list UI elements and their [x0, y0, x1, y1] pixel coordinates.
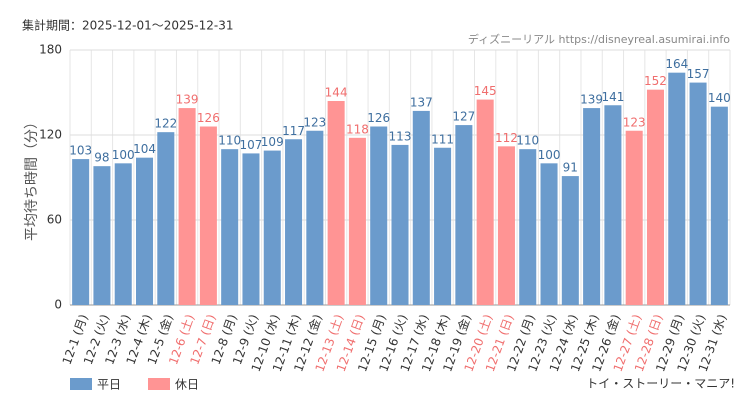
- bar: [242, 153, 260, 305]
- value-label: 123: [623, 115, 646, 129]
- bar: [199, 126, 217, 305]
- bar: [710, 106, 728, 306]
- bar: [519, 149, 537, 305]
- value-label: 107: [240, 138, 263, 152]
- value-label: 127: [452, 110, 475, 124]
- value-label: 111: [431, 132, 454, 146]
- bar: [604, 105, 622, 305]
- value-label: 118: [346, 122, 369, 136]
- bar: [561, 176, 579, 305]
- value-label: 91: [563, 161, 578, 175]
- value-label: 139: [176, 93, 199, 107]
- bar: [348, 137, 366, 305]
- legend-label: 休日: [175, 378, 199, 392]
- bar: [434, 147, 452, 305]
- value-label: 140: [708, 91, 731, 105]
- value-label: 104: [133, 142, 156, 156]
- y-tick-label: 120: [39, 128, 62, 142]
- bar: [476, 99, 494, 305]
- legend-label: 平日: [97, 378, 121, 392]
- value-label: 123: [303, 115, 326, 129]
- bar: [412, 110, 430, 306]
- bar: [306, 130, 324, 305]
- bar: [583, 108, 601, 305]
- bar: [646, 89, 664, 306]
- y-tick-label: 0: [54, 298, 62, 312]
- bar: [114, 163, 132, 305]
- bar: [72, 159, 90, 305]
- bar: [668, 72, 686, 306]
- bar: [391, 144, 409, 305]
- bar: [285, 139, 303, 305]
- bar: [221, 149, 239, 305]
- value-label: 103: [69, 144, 92, 158]
- value-label: 109: [261, 135, 284, 149]
- value-label: 110: [516, 134, 539, 148]
- value-label: 164: [665, 57, 688, 71]
- value-label: 100: [112, 148, 135, 162]
- value-label: 126: [367, 111, 390, 125]
- bar: [327, 101, 345, 305]
- bar: [455, 125, 473, 305]
- value-label: 157: [687, 67, 710, 81]
- bar: [157, 132, 175, 305]
- value-label: 141: [601, 90, 624, 104]
- bar: [370, 126, 388, 305]
- bar: [263, 150, 281, 305]
- value-label: 117: [282, 124, 305, 138]
- value-label: 139: [580, 93, 603, 107]
- attraction: トイ・ストーリー・マニア!: [586, 377, 735, 391]
- value-label: 144: [325, 86, 348, 100]
- y-axis-title: 平均待ち時間（分）: [24, 115, 40, 241]
- value-label: 126: [197, 111, 220, 125]
- value-label: 113: [389, 129, 412, 143]
- y-tick-label: 180: [39, 43, 62, 57]
- value-label: 122: [154, 117, 177, 131]
- bar: [625, 130, 643, 305]
- value-label: 152: [644, 74, 667, 88]
- bar: [689, 82, 707, 305]
- bar: [178, 108, 196, 305]
- y-tick-label: 60: [47, 213, 62, 227]
- value-label: 137: [410, 95, 433, 109]
- source: ディズニーリアル https://disneyreal.asumirai.inf…: [468, 32, 730, 46]
- bar: [540, 163, 558, 305]
- value-label: 98: [94, 151, 109, 165]
- legend-swatch: [70, 378, 92, 390]
- bar: [136, 157, 154, 305]
- value-label: 100: [538, 148, 561, 162]
- value-label: 110: [218, 134, 241, 148]
- value-label: 145: [474, 84, 497, 98]
- bar: [93, 166, 111, 305]
- legend-swatch: [148, 378, 170, 390]
- period: 集計期間：2025-12-01～2025-12-31: [22, 18, 233, 33]
- bar: [497, 146, 515, 305]
- value-label: 112: [495, 131, 518, 145]
